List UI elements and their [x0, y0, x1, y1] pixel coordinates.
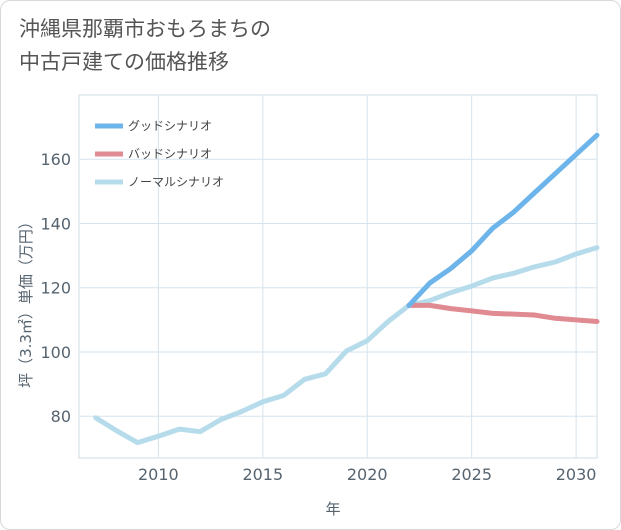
y-tick-label: 160 [40, 150, 71, 169]
legend-label-2: ノーマルシナリオ [128, 175, 224, 189]
y-tick-label: 100 [40, 343, 71, 362]
y-tick-label: 120 [40, 279, 71, 298]
series-line-2 [93, 245, 600, 446]
x-tick-label: 2010 [138, 465, 179, 484]
y-axis-label: 坪（3.3㎡）単価（万円） [17, 214, 35, 388]
chart-title: 沖縄県那覇市おもろまちの 中古戸建ての価格推移 [19, 13, 419, 79]
x-tick-label: 2030 [556, 465, 597, 484]
x-tick-label: 2015 [242, 465, 283, 484]
series-lines [93, 132, 600, 446]
y-tick-label: 140 [40, 214, 71, 233]
chart-title-line-1: 沖縄県那覇市おもろまちの [19, 17, 271, 41]
legend-label-0: グッドシナリオ [128, 119, 212, 133]
x-tick-label: 2025 [451, 465, 492, 484]
series-line-0 [406, 132, 600, 308]
x-tick-label: 2020 [347, 465, 388, 484]
axis-ticks: 2010 2015 2020 2025 2030 80 100 120 140 160 [40, 150, 596, 484]
series-line-1 [406, 302, 600, 324]
y-tick-label: 80 [51, 407, 71, 426]
chart-title-line-2: 中古戸建ての価格推移 [19, 50, 229, 74]
grid [79, 95, 597, 458]
legend-label-1: バッドシナリオ [128, 147, 212, 161]
x-axis-label: 年 [325, 500, 340, 518]
